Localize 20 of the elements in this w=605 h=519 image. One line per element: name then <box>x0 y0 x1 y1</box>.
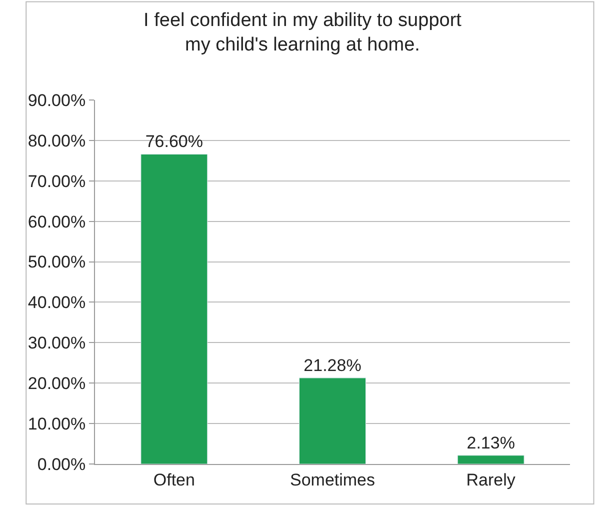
y-tick-label: 50.00% <box>28 252 86 272</box>
y-tick-label: 60.00% <box>28 212 86 232</box>
y-tick-label: 40.00% <box>28 293 86 312</box>
bar <box>140 154 208 464</box>
y-tick-label: 70.00% <box>28 172 86 191</box>
bar <box>299 378 366 464</box>
y-tick-label: 10.00% <box>28 414 86 434</box>
y-tick-label: 90.00% <box>28 90 86 110</box>
x-tick-label: Sometimes <box>290 470 376 490</box>
y-tick-label: 30.00% <box>28 334 86 353</box>
data-label: 21.28% <box>304 356 362 375</box>
y-tick-label: 20.00% <box>28 374 86 394</box>
data-label: 2.13% <box>466 433 515 452</box>
y-tick-label: 0.00% <box>37 454 86 474</box>
y-tick-label: 80.00% <box>28 131 86 150</box>
x-tick-label: Often <box>153 470 195 490</box>
data-label: 76.60% <box>145 132 204 152</box>
chart-title: I feel confident in my ability to support my child's learning at home. <box>144 10 462 56</box>
bar <box>457 455 524 464</box>
x-tick-label: Rarely <box>466 470 516 490</box>
